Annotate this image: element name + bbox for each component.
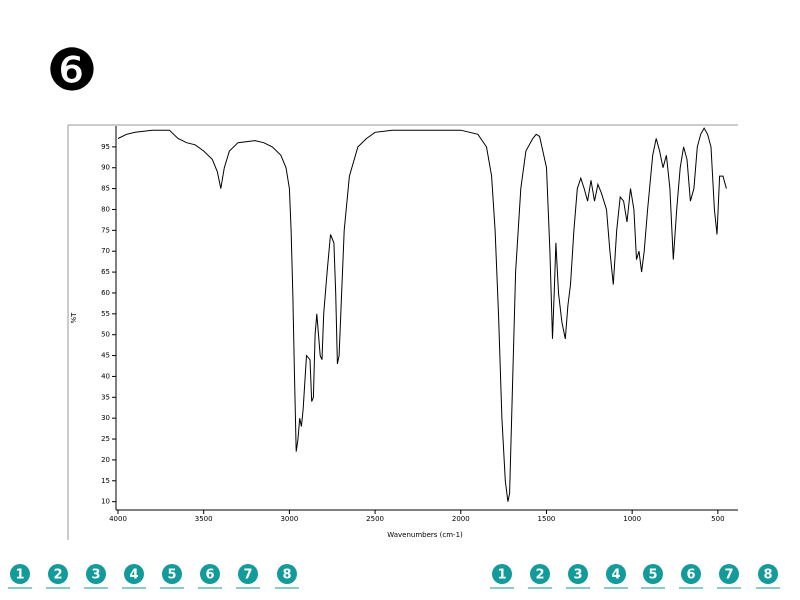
y-tick-label: 55 <box>101 310 110 318</box>
nav-icon[interactable] <box>200 564 220 584</box>
y-tick-label: 70 <box>101 247 110 255</box>
nav-icon[interactable] <box>86 564 106 584</box>
nav-link[interactable]: 5 <box>648 568 657 583</box>
nav-link[interactable]: 5 <box>167 568 176 583</box>
x-axis-label: Wavenumbers (cm-1) <box>387 531 463 539</box>
nav-link[interactable]: 6 <box>686 568 695 583</box>
y-tick-label: 80 <box>101 205 110 213</box>
y-tick-label: 10 <box>101 498 110 506</box>
x-tick-label: 500 <box>711 515 724 523</box>
nav-link[interactable]: 2 <box>53 568 62 583</box>
x-tick-label: 2000 <box>452 515 470 523</box>
nav-link[interactable]: 4 <box>129 568 138 583</box>
nav-icon[interactable] <box>162 564 182 584</box>
nav-icon[interactable] <box>758 564 778 584</box>
y-tick-label: 50 <box>101 331 110 339</box>
nav-icon[interactable] <box>719 564 739 584</box>
nav-link[interactable]: 8 <box>763 568 772 583</box>
nav-link[interactable]: 3 <box>573 568 582 583</box>
nav-link[interactable]: 7 <box>724 568 733 583</box>
y-tick-label: 60 <box>101 289 110 297</box>
section-badge: ❻ <box>46 36 98 104</box>
nav-icon[interactable] <box>681 564 701 584</box>
nav-icon[interactable] <box>48 564 68 584</box>
nav-icon[interactable] <box>238 564 258 584</box>
x-tick-label: 4000 <box>109 515 127 523</box>
nav-link[interactable]: 4 <box>611 568 620 583</box>
x-tick-label: 2500 <box>366 515 384 523</box>
y-tick-label: 20 <box>101 456 110 464</box>
y-tick-label: 35 <box>101 393 110 401</box>
x-tick-label: 1500 <box>538 515 556 523</box>
y-tick-label: 95 <box>101 143 110 151</box>
nav-link[interactable]: 1 <box>497 568 506 583</box>
y-tick-label: 25 <box>101 435 110 443</box>
y-tick-label: 85 <box>101 185 110 193</box>
nav-icon[interactable] <box>124 564 144 584</box>
nav-icon[interactable] <box>530 564 550 584</box>
x-tick-label: 1000 <box>623 515 641 523</box>
nav-link[interactable]: 7 <box>243 568 252 583</box>
y-tick-label: 90 <box>101 164 110 172</box>
y-tick-label: 40 <box>101 372 110 380</box>
nav-icon[interactable] <box>643 564 663 584</box>
nav-link[interactable]: 6 <box>205 568 214 583</box>
nav-icon[interactable] <box>277 564 297 584</box>
nav-link[interactable]: 8 <box>282 568 291 583</box>
y-tick-label: 30 <box>101 414 110 422</box>
nav-link[interactable]: 3 <box>91 568 100 583</box>
nav-icon[interactable] <box>10 564 30 584</box>
y-tick-label: 65 <box>101 268 110 276</box>
nav-link[interactable]: 1 <box>15 568 24 583</box>
x-tick-label: 3500 <box>195 515 213 523</box>
nav-link[interactable]: 2 <box>535 568 544 583</box>
spectrum-line <box>117 127 727 502</box>
x-tick-label: 3000 <box>280 515 298 523</box>
y-axis-label: %T <box>70 312 78 324</box>
nav-icon[interactable] <box>606 564 626 584</box>
y-tick-label: 75 <box>101 226 110 234</box>
y-tick-label: 45 <box>101 352 110 360</box>
nav-icon[interactable] <box>492 564 512 584</box>
nav-icon[interactable] <box>568 564 588 584</box>
y-tick-label: 15 <box>101 477 110 485</box>
